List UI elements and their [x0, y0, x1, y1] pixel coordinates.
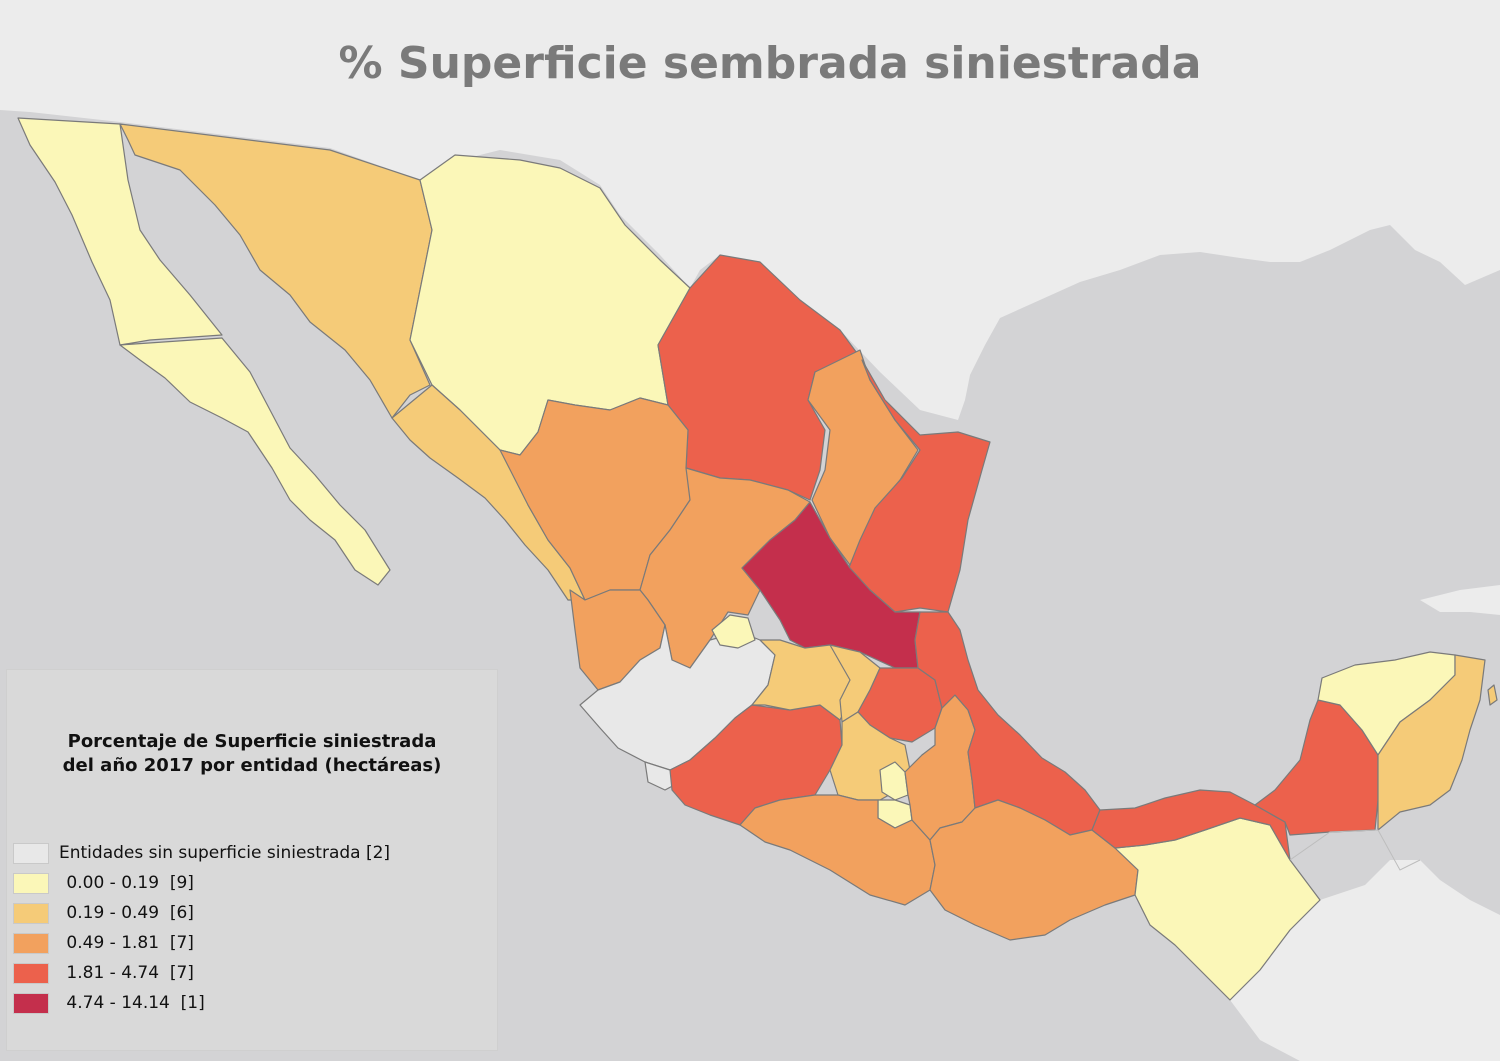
central-america-landmass — [1230, 860, 1500, 1061]
legend-item-class-3: 0.49 - 1.81 [7] — [13, 928, 390, 958]
legend-item-class-1: 0.00 - 0.19 [9] — [13, 868, 390, 898]
swatch-class-3-icon — [13, 932, 49, 954]
legend-label: Entidades sin superficie siniestrada [2] — [59, 843, 391, 863]
legend-label: 0.00 - 0.19 [9] — [61, 873, 194, 893]
swatch-none-icon — [13, 842, 49, 864]
legend-title-line-1: Porcentaje de Superficie siniestrada — [67, 731, 437, 752]
legend-label: 4.74 - 14.14 [1] — [61, 993, 205, 1013]
legend-label: 1.81 - 4.74 [7] — [61, 963, 194, 983]
legend-label: 0.49 - 1.81 [7] — [61, 933, 194, 953]
state-tamaulipas — [847, 359, 991, 613]
swatch-class-4-icon — [13, 962, 49, 984]
state-guanajuato — [751, 639, 861, 721]
legend-items: Entidades sin superficie siniestrada [2]… — [13, 838, 390, 1018]
legend-item-class-2: 0.19 - 0.49 [6] — [13, 898, 390, 928]
usa-landmass — [0, 0, 1500, 420]
state-hidalgo — [857, 667, 943, 743]
state-baja-california — [17, 117, 223, 346]
state-tabasco — [1091, 789, 1291, 861]
legend-item-class-4: 1.81 - 4.74 [7] — [13, 958, 390, 988]
state-aguascalientes — [711, 614, 756, 649]
swatch-class-2-icon — [13, 902, 49, 924]
state-baja-california-sur — [119, 337, 391, 586]
legend-title: Porcentaje de Superficie siniestrada del… — [7, 730, 497, 778]
legend-item-class-5: 4.74 - 14.14 [1] — [13, 988, 390, 1018]
state-quintana-roo — [1377, 654, 1486, 831]
map-title: % Superficie sembrada siniestrada — [338, 38, 1202, 89]
swatch-class-5-icon — [13, 992, 49, 1014]
swatch-class-1-icon — [13, 872, 49, 894]
map-legend: Porcentaje de Superficie siniestrada del… — [6, 669, 498, 1051]
legend-label: 0.19 - 0.49 [6] — [61, 903, 194, 923]
legend-item-none: Entidades sin superficie siniestrada [2] — [13, 838, 390, 868]
guatemala-border — [1289, 829, 1421, 871]
legend-title-line-2: del año 2017 por entidad (hectáreas) — [62, 755, 442, 776]
state-zacatecas — [639, 467, 811, 669]
cuba-landmass — [1420, 585, 1500, 615]
island-cozumel — [1487, 684, 1498, 706]
